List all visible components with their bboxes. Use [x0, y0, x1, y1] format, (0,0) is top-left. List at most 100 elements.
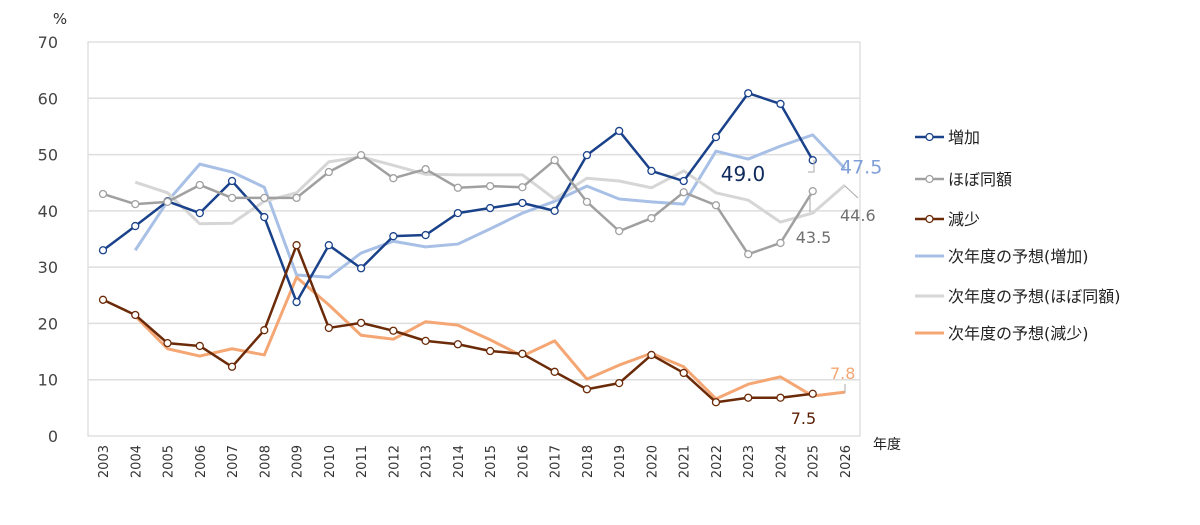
- data-point: [195, 180, 204, 190]
- data-point: [744, 89, 753, 98]
- legend-label: 次年度の予想(ほぼ同額): [948, 287, 1121, 306]
- series-line-3: [134, 133, 847, 279]
- legend-item: 次年度の予想(増加): [915, 247, 1089, 266]
- legend-label: 増加: [948, 128, 980, 147]
- data-point: [324, 323, 333, 333]
- data-point: [679, 188, 688, 197]
- leader-line: [844, 185, 859, 199]
- data-point: [356, 150, 366, 160]
- data-point: [550, 206, 559, 216]
- data-point: [421, 165, 430, 174]
- data-point: [744, 250, 753, 259]
- x-tick-label: 2023: [742, 445, 757, 478]
- data-point: [647, 214, 656, 223]
- data-point: [776, 393, 785, 402]
- legend-item: 増加: [915, 128, 980, 147]
- y-tick-label: 20: [38, 314, 58, 333]
- data-point: [98, 189, 108, 199]
- data-label: 49.0: [721, 162, 766, 186]
- legend-marker: [925, 132, 934, 142]
- x-tick-label: 2010: [323, 445, 338, 478]
- data-point: [776, 238, 785, 248]
- data-point: [292, 193, 301, 203]
- y-tick-label: 50: [38, 146, 58, 165]
- data-point: [679, 176, 688, 186]
- legend-label: 次年度の予想(増加): [948, 247, 1089, 266]
- data-point: [260, 326, 269, 335]
- data-point: [292, 297, 301, 307]
- y-tick-label: 60: [38, 89, 58, 108]
- data-point: [615, 378, 624, 388]
- x-tick-label: 2026: [839, 445, 854, 478]
- legend-label: ほぼ同額: [948, 170, 1012, 189]
- y-tick-label: 40: [38, 202, 58, 221]
- data-point: [776, 99, 785, 109]
- data-point: [582, 385, 592, 394]
- series-line-4: [134, 155, 846, 226]
- x-tick-label: 2013: [420, 445, 435, 478]
- data-point: [518, 198, 527, 208]
- data-point: [195, 341, 204, 351]
- data-point: [389, 326, 398, 335]
- data-point: [324, 241, 333, 250]
- y-tick-label: 30: [38, 258, 58, 277]
- legend-label: 減少: [948, 210, 980, 229]
- x-tick-label: 2012: [387, 445, 402, 478]
- x-tick-label: 2003: [97, 445, 112, 478]
- legend-marker: [925, 174, 934, 184]
- data-label: 47.5: [840, 157, 882, 179]
- data-point: [582, 197, 592, 207]
- data-point: [389, 174, 398, 183]
- data-label: 7.5: [791, 409, 816, 428]
- data-point: [711, 201, 721, 210]
- data-point: [647, 350, 656, 360]
- data-point: [98, 246, 108, 255]
- legend-item: 次年度の予想(減少): [915, 324, 1089, 343]
- data-point: [711, 398, 721, 407]
- x-tick-label: 2017: [549, 445, 564, 478]
- data-point: [550, 367, 559, 376]
- x-tick-label: 2018: [581, 445, 596, 478]
- x-tick-label: 2011: [355, 445, 370, 478]
- leader-line: [808, 160, 815, 173]
- data-point: [453, 183, 463, 192]
- data-point: [808, 187, 817, 196]
- data-point: [711, 132, 721, 142]
- x-tick-label: 2009: [291, 445, 306, 478]
- x-tick-label: 2007: [226, 445, 241, 478]
- data-point: [485, 346, 495, 356]
- data-point: [163, 197, 172, 207]
- data-point: [356, 318, 366, 328]
- data-point: [808, 389, 817, 398]
- data-point: [131, 310, 140, 320]
- data-point: [292, 241, 301, 250]
- data-point: [647, 166, 656, 176]
- data-point: [615, 226, 624, 236]
- x-tick-label: 2022: [710, 445, 725, 478]
- data-point: [453, 208, 463, 218]
- data-point: [421, 336, 430, 346]
- x-tick-label: 2019: [613, 445, 628, 478]
- x-axis-label: 年度: [873, 437, 901, 453]
- data-point: [131, 199, 140, 209]
- y-axis-unit: %: [53, 10, 67, 28]
- data-point: [518, 349, 527, 358]
- data-point: [324, 167, 333, 177]
- data-point: [356, 264, 366, 273]
- series-line-5: [134, 275, 846, 401]
- x-tick-label: 2005: [162, 445, 177, 478]
- data-point: [615, 126, 624, 136]
- plot-area: [87, 41, 861, 437]
- legend-label: 次年度の予想(減少): [948, 324, 1089, 343]
- data-label: 43.5: [796, 228, 832, 247]
- legend-marker: [925, 214, 934, 224]
- y-tick-label: 70: [38, 33, 58, 52]
- data-label: 7.8: [830, 364, 855, 383]
- x-tick-label: 2021: [678, 445, 693, 478]
- x-tick-label: 2006: [194, 445, 209, 478]
- data-point: [485, 203, 495, 213]
- data-point: [518, 183, 527, 192]
- data-point: [582, 150, 592, 160]
- y-tick-label: 0: [48, 427, 58, 446]
